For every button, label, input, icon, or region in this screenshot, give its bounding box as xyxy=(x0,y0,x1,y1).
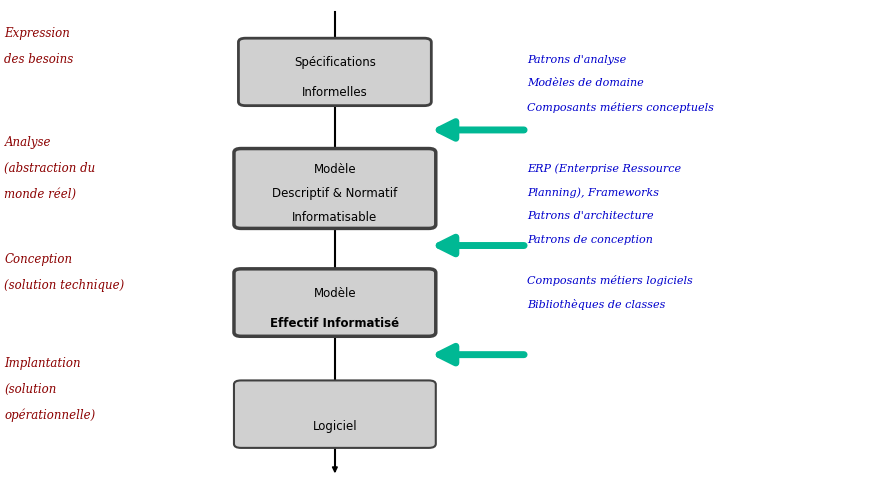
Text: (abstraction du: (abstraction du xyxy=(4,162,96,175)
Text: Modèle: Modèle xyxy=(313,287,356,300)
Text: Spécifications: Spécifications xyxy=(294,57,376,69)
Text: Descriptif & Normatif: Descriptif & Normatif xyxy=(272,187,397,200)
Text: des besoins: des besoins xyxy=(4,53,74,66)
Text: monde réel): monde réel) xyxy=(4,188,77,201)
Text: Composants métiers conceptuels: Composants métiers conceptuels xyxy=(527,102,714,113)
Text: (solution: (solution xyxy=(4,383,57,396)
Text: Logiciel: Logiciel xyxy=(313,420,357,433)
FancyBboxPatch shape xyxy=(234,380,436,448)
FancyBboxPatch shape xyxy=(234,149,436,228)
Text: Modèle: Modèle xyxy=(313,163,356,176)
FancyBboxPatch shape xyxy=(238,38,431,106)
Text: Implantation: Implantation xyxy=(4,357,81,370)
Text: Informatisable: Informatisable xyxy=(292,211,378,224)
Text: Patrons de conception: Patrons de conception xyxy=(527,235,653,245)
Text: Effectif Informatisé: Effectif Informatisé xyxy=(271,317,399,330)
Text: Modèles de domaine: Modèles de domaine xyxy=(527,78,644,88)
Text: opérationnelle): opérationnelle) xyxy=(4,409,96,422)
Text: Composants métiers logiciels: Composants métiers logiciels xyxy=(527,275,693,286)
Text: Informelles: Informelles xyxy=(302,86,368,99)
Text: ERP (Enterprise Ressource: ERP (Enterprise Ressource xyxy=(527,164,681,174)
FancyBboxPatch shape xyxy=(234,269,436,336)
Text: Patrons d'analyse: Patrons d'analyse xyxy=(527,55,626,64)
Text: Conception: Conception xyxy=(4,253,72,266)
Text: Expression: Expression xyxy=(4,27,71,40)
Text: Analyse: Analyse xyxy=(4,136,51,149)
Text: (solution technique): (solution technique) xyxy=(4,279,125,292)
Text: Bibliothèques de classes: Bibliothèques de classes xyxy=(527,299,665,310)
Text: Planning), Frameworks: Planning), Frameworks xyxy=(527,187,659,198)
Text: Patrons d'architecture: Patrons d'architecture xyxy=(527,211,654,221)
